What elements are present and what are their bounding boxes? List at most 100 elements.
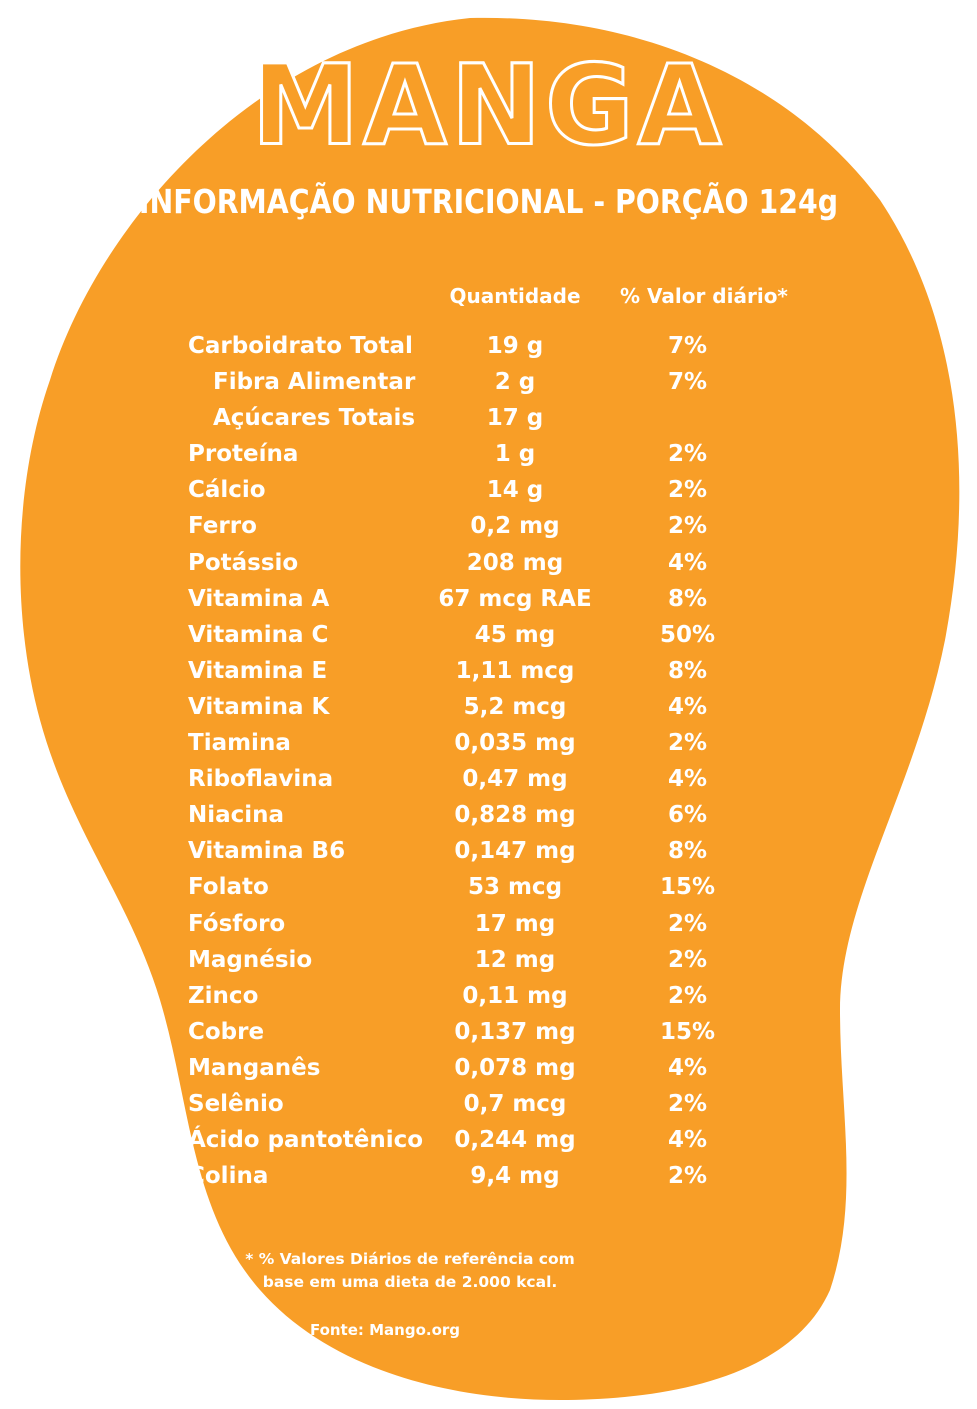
nutrient-daily-value: 2%: [667, 982, 708, 1009]
nutrient-name: Ácido pantotênico: [188, 1127, 424, 1154]
nutrient-name: Folato: [188, 874, 269, 901]
table-row: Vitamina E 1,11 mcg 8%: [0, 655, 977, 691]
table-row: Cobre 0,137 mg 15%: [0, 1016, 977, 1052]
table-row: Zinco 0,11 mg 2%: [0, 980, 977, 1016]
table-row: Colina 9,4 mg 2%: [0, 1160, 977, 1196]
table-row: Vitamina A 67 mcg RAE 8%: [0, 583, 977, 619]
nutrient-quantity: 14 g: [486, 477, 544, 504]
table-row: Tiamina 0,035 mg 2%: [0, 727, 977, 763]
nutrient-daily-value: 2%: [667, 946, 708, 973]
table-row: Fibra Alimentar 2 g 7%: [0, 366, 977, 402]
page-subtitle: INFORMAÇÃO NUTRICIONAL - PORÇÃO 124g: [138, 182, 839, 221]
nutrient-daily-value: 4%: [667, 766, 708, 793]
nutrient-daily-value: 8%: [667, 585, 708, 612]
table-row: Proteína 1 g 2%: [0, 438, 977, 474]
nutrient-daily-value: 8%: [667, 657, 708, 684]
nutrient-quantity: 0,244 mg: [454, 1127, 576, 1154]
nutrient-daily-value: 15%: [659, 1018, 716, 1045]
nutrient-quantity: 208 mg: [466, 549, 564, 576]
nutrient-name: Colina: [188, 1163, 269, 1190]
nutrient-daily-value: 2%: [667, 730, 708, 757]
nutrient-daily-value: 2%: [667, 477, 708, 504]
nutrient-name: Fibra Alimentar: [213, 369, 416, 396]
nutrient-daily-value: 4%: [667, 693, 708, 720]
nutrient-quantity: 45 mg: [474, 621, 556, 648]
nutrient-quantity: 0,078 mg: [454, 1054, 576, 1081]
footnote-line-1: * % Valores Diários de referência com: [245, 1250, 575, 1268]
nutrient-name: Vitamina E: [188, 657, 328, 684]
nutrient-quantity: 17 mg: [474, 910, 556, 937]
nutrient-quantity: 0,147 mg: [454, 838, 576, 865]
nutrient-name: Cobre: [188, 1018, 265, 1045]
nutrient-quantity: 0,7 mcg: [463, 1090, 567, 1117]
nutrient-daily-value: 2%: [667, 1090, 708, 1117]
nutrient-daily-value: 6%: [667, 802, 708, 829]
nutrient-name: Carboidrato Total: [188, 333, 413, 359]
nutrient-name: Fósforo: [188, 910, 286, 937]
nutrient-daily-value: 50%: [659, 621, 716, 648]
nutrient-name: Vitamina A: [188, 585, 330, 612]
nutrient-name: Vitamina B6: [188, 838, 346, 865]
nutrient-quantity: 0,035 mg: [454, 730, 576, 757]
column-header-quantity: Quantidade: [449, 284, 581, 308]
table-row: Potássio 208 mg 4%: [0, 547, 977, 583]
nutrient-daily-value: 8%: [667, 838, 708, 865]
nutrient-name: Ferro: [188, 513, 257, 540]
table-row: Niacina 0,828 mg 6%: [0, 799, 977, 835]
table-row: Vitamina B6 0,147 mg 8%: [0, 835, 977, 871]
nutrient-daily-value: 2%: [667, 1163, 708, 1190]
table-row: Ácido pantotênico 0,244 mg 4%: [0, 1124, 977, 1160]
nutrient-quantity: 0,47 mg: [462, 766, 568, 793]
nutrient-daily-value: 2%: [667, 513, 708, 540]
nutrient-name: Manganês: [188, 1054, 321, 1081]
nutrient-quantity: 0,11 mg: [462, 982, 568, 1009]
nutrient-name: Cálcio: [188, 477, 266, 504]
nutrient-quantity: 5,2 mcg: [463, 693, 567, 720]
nutrient-daily-value: 15%: [659, 874, 716, 901]
nutrient-name: Selênio: [188, 1090, 284, 1117]
nutrient-name: Tiamina: [188, 730, 291, 757]
nutrient-name: Magnésio: [188, 946, 313, 973]
nutrient-quantity: 1 g: [494, 441, 536, 468]
table-row: Vitamina C 45 mg 50%: [0, 619, 977, 655]
source-credit: Fonte: Mango.org: [309, 1321, 461, 1339]
nutrient-quantity: 12 mg: [474, 946, 556, 973]
nutrient-daily-value: 4%: [667, 1054, 708, 1081]
footnote: * % Valores Diários de referência com ba…: [230, 1248, 590, 1294]
nutrient-quantity: 1,11 mcg: [455, 657, 575, 684]
table-row: Ferro 0,2 mg 2%: [0, 510, 977, 546]
nutrient-name: Vitamina K: [188, 693, 330, 720]
table-row: Açúcares Totais 17 g: [0, 402, 977, 438]
table-row: Fósforo 17 mg 2%: [0, 908, 977, 944]
nutrient-name: Potássio: [188, 549, 299, 576]
nutrient-quantity: 19 g: [486, 333, 544, 359]
nutrient-daily-value: 4%: [667, 549, 708, 576]
nutrient-name: Zinco: [188, 982, 259, 1009]
nutrient-quantity: 17 g: [486, 405, 544, 432]
table-row: Selênio 0,7 mcg 2%: [0, 1088, 977, 1124]
table-row: Manganês 0,078 mg 4%: [0, 1052, 977, 1088]
nutrient-quantity: 0,828 mg: [454, 802, 576, 829]
table-row: Magnésio 12 mg 2%: [0, 944, 977, 980]
nutrient-daily-value: 7%: [667, 369, 708, 396]
nutrient-name: Riboflavina: [188, 766, 334, 793]
nutrient-name: Proteína: [188, 441, 299, 468]
nutrient-daily-value: 4%: [667, 1127, 708, 1154]
nutrient-daily-value: 7%: [667, 333, 708, 359]
nutrient-quantity: 67 mcg RAE: [438, 585, 592, 612]
table-row: Carboidrato Total 19 g 7%: [0, 330, 977, 366]
nutrient-daily-value: 2%: [667, 910, 708, 937]
nutrient-daily-value: 2%: [667, 441, 708, 468]
nutrient-name: Vitamina C: [188, 621, 329, 648]
nutrient-quantity: 2 g: [494, 369, 536, 396]
table-row: Folato 53 mcg 15%: [0, 871, 977, 907]
nutrient-name: Açúcares Totais: [213, 405, 416, 432]
page-title: MANGA: [250, 42, 726, 171]
nutrient-quantity: 53 mcg: [467, 874, 563, 901]
column-header-daily-value: % Valor diário*: [620, 284, 788, 308]
table-row: Riboflavina 0,47 mg 4%: [0, 763, 977, 799]
nutrient-quantity: 0,137 mg: [454, 1018, 576, 1045]
nutrient-quantity: 0,2 mg: [470, 513, 560, 540]
